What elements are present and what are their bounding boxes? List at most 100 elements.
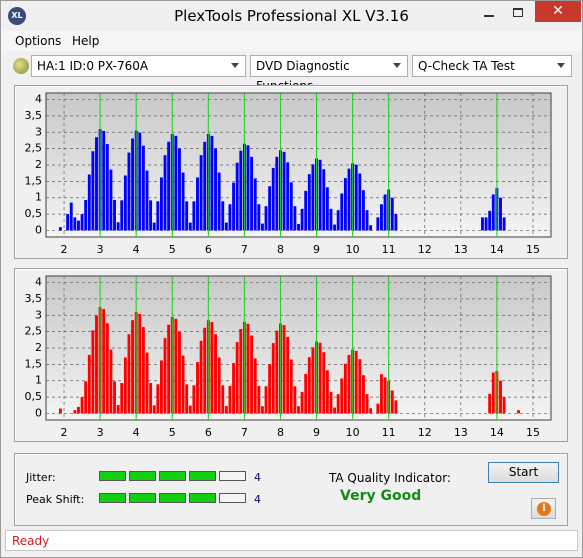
bar (347, 354, 351, 414)
bar (199, 155, 203, 231)
bar (210, 135, 214, 231)
bar (311, 347, 315, 414)
x-tick-label: 4 (133, 426, 140, 439)
bar (318, 342, 322, 414)
x-tick-label: 3 (97, 243, 104, 256)
bar (66, 214, 70, 231)
bar (286, 162, 290, 231)
bar (123, 175, 127, 231)
bar (87, 354, 91, 414)
x-tick-label: 9 (313, 426, 320, 439)
bar (228, 204, 232, 231)
minimize-button[interactable] (476, 7, 502, 21)
menu-item[interactable]: Options (15, 34, 62, 48)
bar (167, 141, 171, 231)
bar (105, 144, 109, 231)
y-tick-label: 4 (35, 276, 42, 289)
bar (376, 403, 380, 414)
x-tick-label: 7 (241, 243, 248, 256)
bar (488, 393, 492, 414)
bar (199, 340, 203, 414)
bar (264, 386, 268, 414)
bar (358, 359, 362, 414)
bar (369, 408, 373, 414)
bar (138, 132, 142, 231)
bar (174, 135, 178, 231)
bar (380, 374, 383, 414)
bar (116, 404, 120, 414)
x-tick-label: 12 (418, 243, 432, 256)
start-button[interactable]: Start (488, 462, 559, 483)
chart: 0 0,5 1 1,5 2 2,5 3 3,5 4 2 3 4 5 6 7 8 9 10 11 12 13 14 15 (25, 275, 552, 439)
maximize-button[interactable] (505, 4, 531, 20)
bar (481, 217, 484, 231)
bar (127, 334, 131, 414)
bar (84, 381, 88, 414)
bar (224, 405, 228, 414)
y-tick-label: 4 (35, 93, 42, 106)
x-tick-label: 11 (382, 243, 396, 256)
x-tick-label: 8 (277, 426, 284, 439)
bar (109, 169, 113, 231)
bar (159, 360, 163, 414)
bar (181, 355, 185, 414)
bar (390, 390, 394, 414)
bar (491, 372, 495, 414)
bar (77, 406, 80, 414)
function-select[interactable]: DVD Diagnostic Functions (250, 55, 408, 93)
bar (361, 190, 365, 231)
bar (221, 201, 225, 231)
bar (383, 377, 387, 414)
bar (131, 138, 135, 231)
bar (167, 324, 171, 414)
bar (253, 358, 257, 414)
meter-level-off (219, 471, 246, 481)
bar (275, 156, 279, 231)
bar (95, 315, 98, 414)
bar (188, 405, 192, 414)
bar (192, 385, 196, 414)
bar (268, 186, 272, 231)
drive-icon (13, 58, 29, 74)
bar (120, 383, 124, 414)
bar (282, 325, 286, 414)
bar (91, 151, 95, 231)
bar (502, 397, 506, 414)
bar (73, 410, 77, 414)
meter-level-on (159, 493, 186, 503)
bar (300, 391, 304, 414)
x-tick-label: 8 (277, 243, 284, 256)
jitter-meter (99, 471, 249, 483)
y-tick-label: 2 (35, 158, 42, 171)
bar (293, 206, 297, 231)
bar (354, 164, 358, 231)
bar (499, 380, 502, 414)
status-text: Ready (12, 534, 50, 548)
close-button[interactable]: ✕ (535, 1, 581, 22)
y-tick-label: 2,5 (25, 325, 43, 338)
bar (333, 224, 337, 231)
menu-item[interactable]: Help (72, 34, 100, 48)
bar (289, 182, 293, 231)
y-tick-label: 3,5 (25, 109, 43, 122)
peak-shift-value: 4 (254, 493, 261, 506)
x-tick-label: 5 (169, 243, 176, 256)
meter-level-on (129, 471, 156, 481)
drive-select[interactable]: HA:1 ID:0 PX-760A (31, 55, 246, 77)
status-bar: Ready (5, 530, 578, 551)
bar (246, 323, 250, 414)
bar (347, 168, 351, 231)
bar (156, 384, 160, 414)
bar (192, 201, 196, 231)
info-button[interactable]: i (531, 498, 556, 519)
x-tick-label: 15 (526, 243, 540, 256)
bar (159, 177, 163, 231)
bar (228, 385, 232, 414)
bar (149, 200, 153, 231)
bar (235, 162, 239, 231)
test-select[interactable]: Q-Check TA Test (412, 55, 572, 77)
meter-level-on (189, 493, 216, 503)
bar (369, 225, 373, 231)
y-tick-label: 2,5 (25, 142, 43, 155)
bar (141, 145, 145, 231)
